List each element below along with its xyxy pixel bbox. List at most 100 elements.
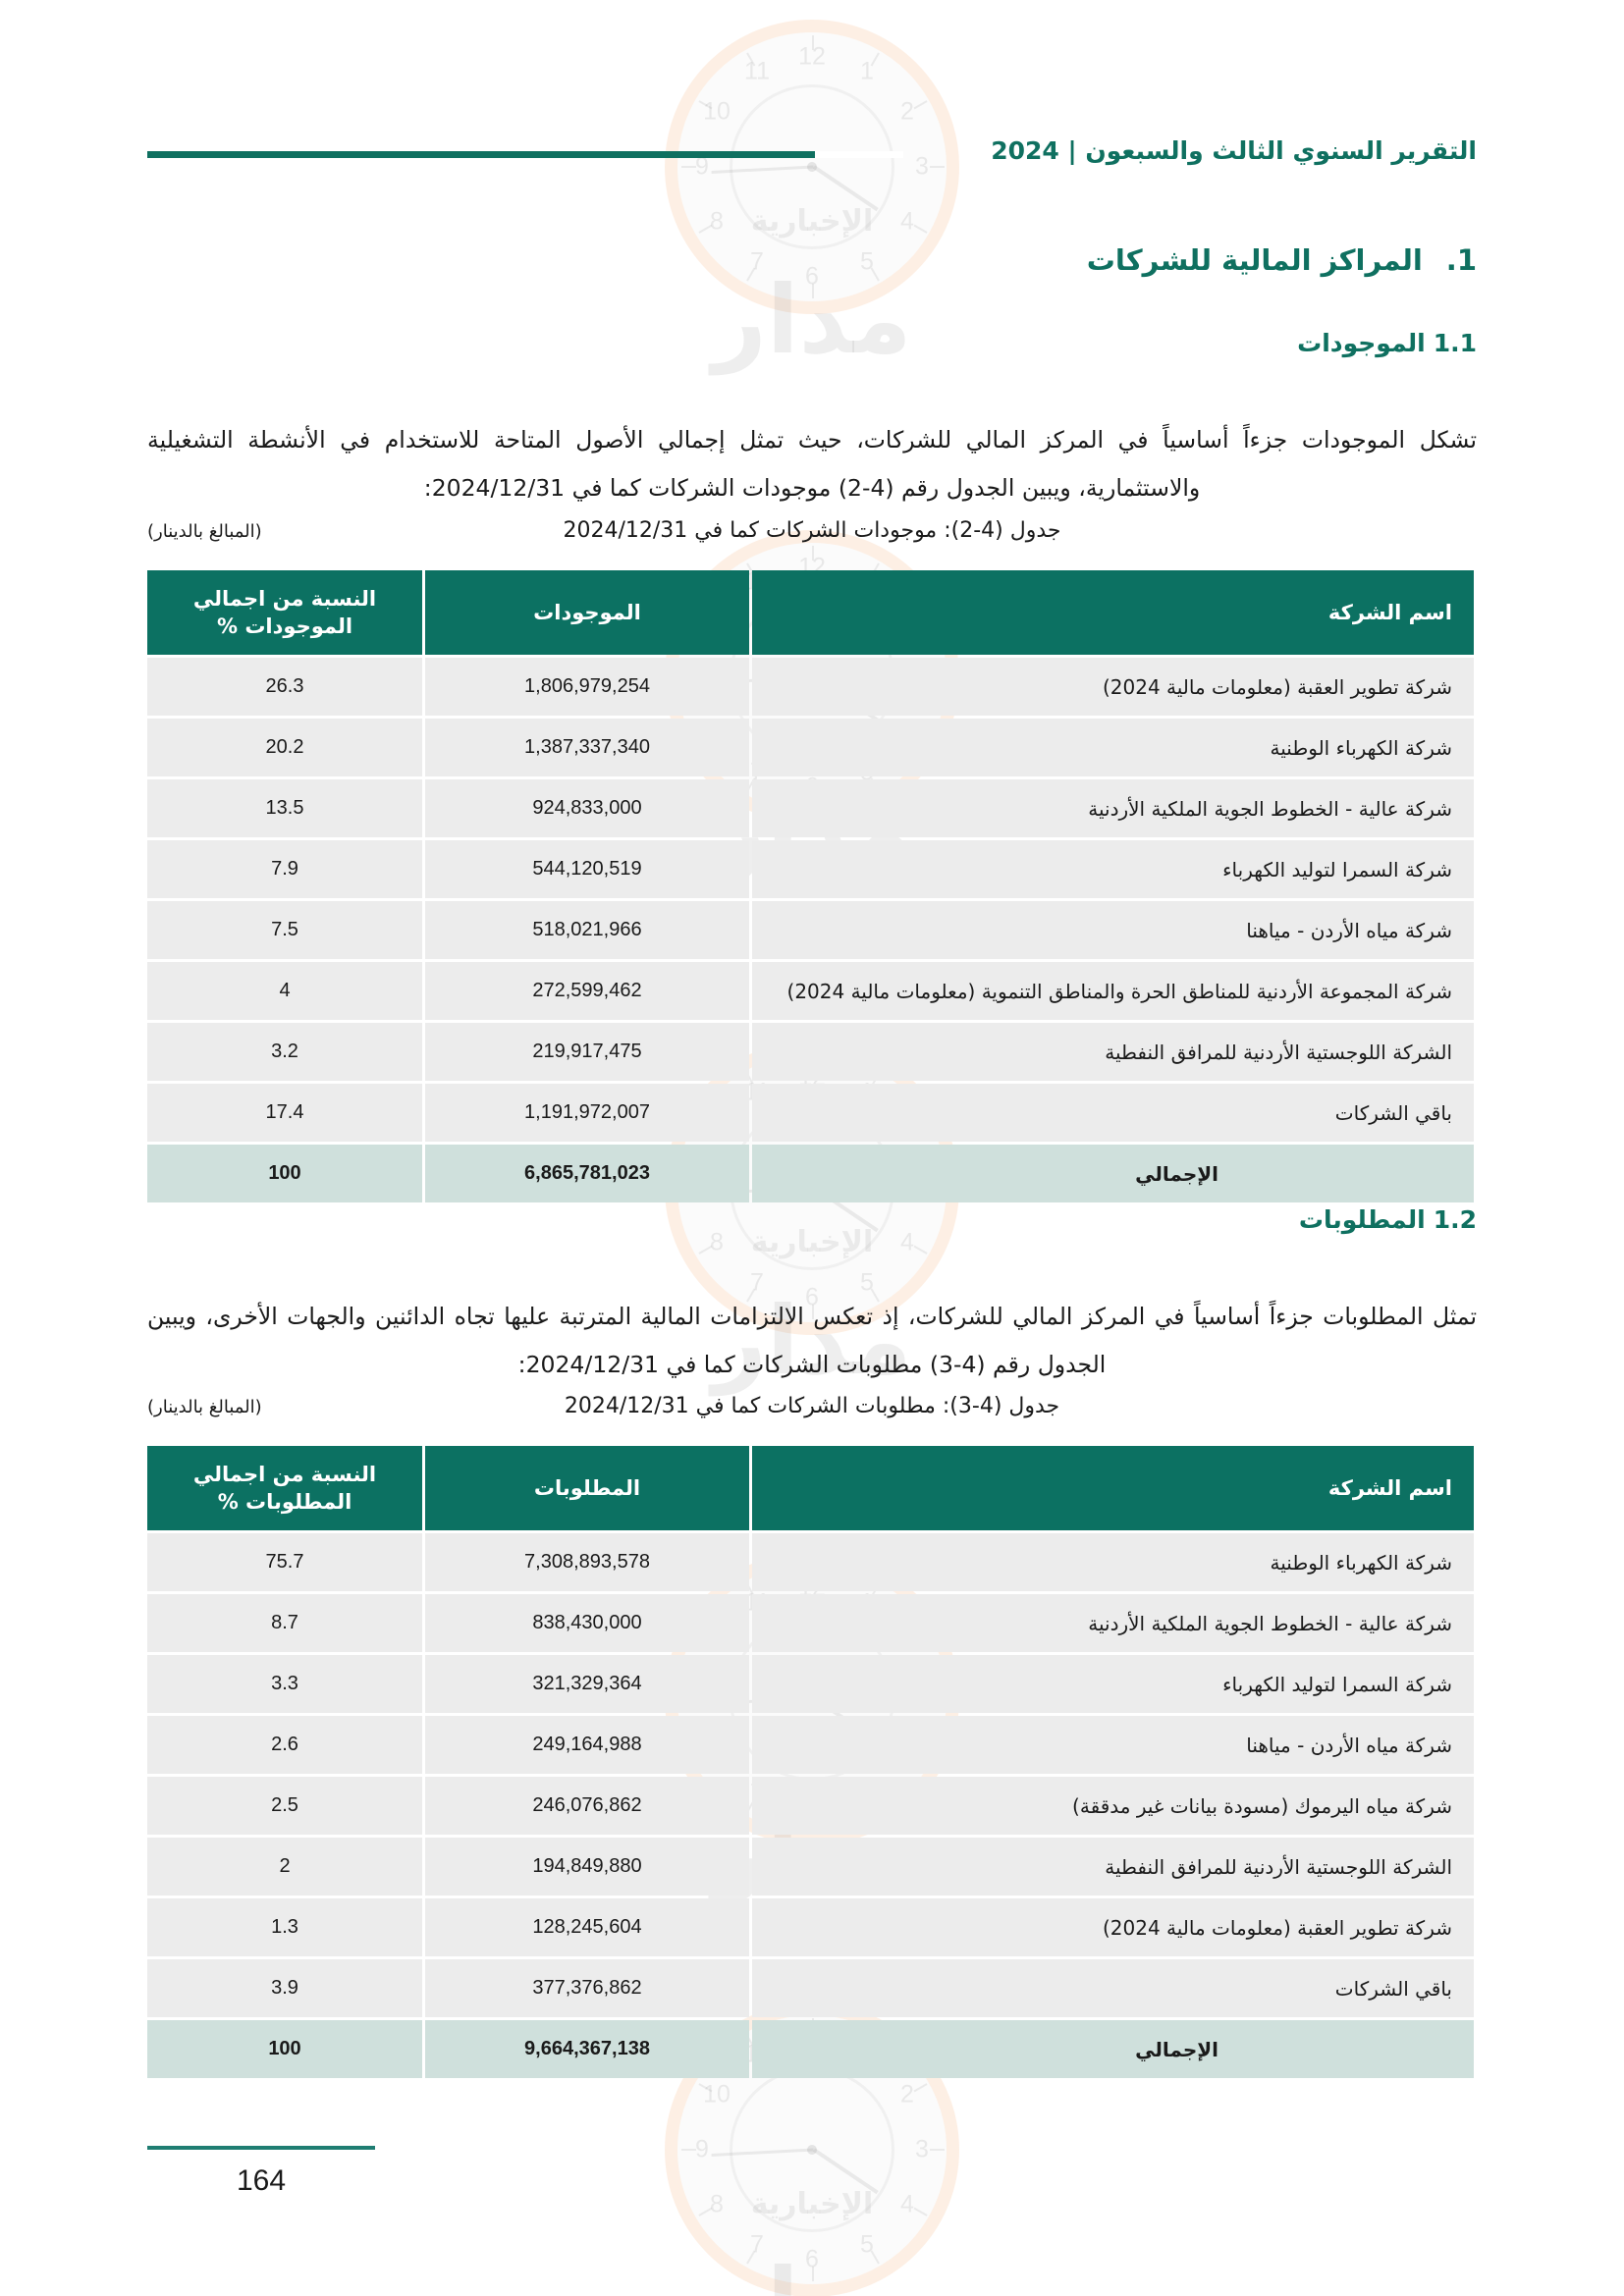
subsection-title-assets: الموجودات [1297,329,1426,357]
column-header-percent: النسبة من اجمالي المطلوبات % [147,1446,422,1530]
table-row: شركة عالية - الخطوط الجوية الملكية الأرد… [147,1594,1474,1652]
subsection-number-liabilities: 1.2 [1433,1205,1477,1234]
assets-table-body: شركة تطوير العقبة (معلومات مالية 2024) 1,… [147,658,1474,1202]
cell-company-name: الشركة اللوجستية الأردنية للمرافق النفطي… [752,1838,1474,1896]
cell-company-name: شركة تطوير العقبة (معلومات مالية 2024) [752,1898,1474,1956]
paragraph-assets: تشكل الموجودات جزءاً أساسياً في المركز ا… [147,425,1477,502]
section-title-text: المراكز المالية للشركات [1086,243,1423,277]
cell-value: 838,430,000 [425,1594,749,1652]
cell-percent: 7.5 [147,901,422,959]
assets-table: اسم الشركة الموجودات النسبة من اجمالي ال… [144,567,1477,1205]
table-row: شركة مياه اليرموك (مسودة بيانات غير مدقق… [147,1777,1474,1835]
cell-company-name: شركة السمرا لتوليد الكهرباء [752,840,1474,898]
cell-percent: 3.3 [147,1655,422,1713]
cell-value: 321,329,364 [425,1655,749,1713]
column-header-company-name: اسم الشركة [752,570,1474,655]
table-caption-row-assets: جدول (4-2): موجودات الشركات كما في 2024/… [147,518,1477,552]
cell-percent: 1.3 [147,1898,422,1956]
subsection-heading-liabilities: 1.2المطلوبات [1299,1205,1477,1234]
page-title: 1. المراكز المالية للشركات [1087,243,1477,277]
document-header: التقرير السنوي الثالث والسبعون | 2024 [147,132,1477,175]
column-header-percent: النسبة من اجمالي الموجودات % [147,570,422,655]
cell-value: 128,245,604 [425,1898,749,1956]
cell-company-name: الشركة اللوجستية الأردنية للمرافق النفطي… [752,1023,1474,1081]
cell-company-name: شركة مياه اليرموك (مسودة بيانات غير مدقق… [752,1777,1474,1835]
page-number: 164 [236,2164,287,2197]
cell-company-name: باقي الشركات [752,1084,1474,1142]
header-rule [147,151,903,158]
cell-company-name: شركة الكهرباء الوطنية [752,1533,1474,1591]
cell-company-name: شركة المجموعة الأردنية للمناطق الحرة وال… [752,962,1474,1020]
cell-percent: 75.7 [147,1533,422,1591]
cell-value: 272,599,462 [425,962,749,1020]
subsection-heading-assets: 1.1الموجودات [1297,329,1477,357]
cell-company-name: شركة عالية - الخطوط الجوية الملكية الأرد… [752,1594,1474,1652]
table-header-row: اسم الشركة الموجودات النسبة من اجمالي ال… [147,570,1474,655]
cell-percent: 8.7 [147,1594,422,1652]
cell-percent: 7.9 [147,840,422,898]
table-total-row: الإجمالي 6,865,781,023 100 [147,1145,1474,1202]
liabilities-table-body: شركة الكهرباء الوطنية 7,308,893,578 75.7 شر… [147,1533,1474,2078]
cell-company-name: شركة عالية - الخطوط الجوية الملكية الأرد… [752,779,1474,837]
cell-value: 7,308,893,578 [425,1533,749,1591]
table-row: شركة السمرا لتوليد الكهرباء 321,329,364 3.… [147,1655,1474,1713]
table-row: الشركة اللوجستية الأردنية للمرافق النفطي… [147,1838,1474,1896]
table-row: باقي الشركات 377,376,862 3.9 [147,1959,1474,2017]
cell-value: 518,021,966 [425,901,749,959]
table-caption-assets: جدول (4-2): موجودات الشركات كما في 2024/… [563,518,1061,543]
table-total-row: الإجمالي 9,664,367,138 100 [147,2020,1474,2078]
cell-value: 219,917,475 [425,1023,749,1081]
cell-value: 1,191,972,007 [425,1084,749,1142]
table-units-note-assets: (المبالغ بالدينار) [147,521,262,542]
cell-percent: 20.2 [147,719,422,776]
table-header-row: اسم الشركة المطلوبات النسبة من اجمالي ال… [147,1446,1474,1530]
cell-company-name: شركة مياه الأردن - مياهنا [752,901,1474,959]
cell-value: 544,120,519 [425,840,749,898]
table-row: الشركة اللوجستية الأردنية للمرافق النفطي… [147,1023,1474,1081]
cell-value: 194,849,880 [425,1838,749,1896]
cell-percent: 3.9 [147,1959,422,2017]
cell-total-label: الإجمالي [752,1145,1474,1202]
cell-company-name: باقي الشركات [752,1959,1474,2017]
table-row: شركة مياه الأردن - مياهنا 518,021,966 7.5 [147,901,1474,959]
table-row: باقي الشركات 1,191,972,007 17.4 [147,1084,1474,1142]
table-row: شركة السمرا لتوليد الكهرباء 544,120,519 7.… [147,840,1474,898]
cell-percent: 26.3 [147,658,422,716]
subsection-number-assets: 1.1 [1433,329,1477,357]
cell-value: 924,833,000 [425,779,749,837]
table-units-note-liabilities: (المبالغ بالدينار) [147,1397,262,1417]
column-header-value: الموجودات [425,570,749,655]
table-row: شركة عالية - الخطوط الجوية الملكية الأرد… [147,779,1474,837]
subsection-title-liabilities: المطلوبات [1298,1205,1426,1234]
cell-total-value: 6,865,781,023 [425,1145,749,1202]
cell-total-percent: 100 [147,1145,422,1202]
cell-total-label: الإجمالي [752,2020,1474,2078]
cell-value: 377,376,862 [425,1959,749,2017]
cell-percent: 2.6 [147,1716,422,1774]
cell-percent: 4 [147,962,422,1020]
cell-percent: 3.2 [147,1023,422,1081]
cell-value: 249,164,988 [425,1716,749,1774]
section-number: 1. [1445,243,1477,277]
cell-percent: 2.5 [147,1777,422,1835]
table-row: شركة الكهرباء الوطنية 7,308,893,578 75.7 [147,1533,1474,1591]
cell-percent: 13.5 [147,779,422,837]
cell-company-name: شركة السمرا لتوليد الكهرباء [752,1655,1474,1713]
cell-company-name: شركة تطوير العقبة (معلومات مالية 2024) [752,658,1474,716]
cell-percent: 17.4 [147,1084,422,1142]
column-header-value: المطلوبات [425,1446,749,1530]
table-caption-liabilities: جدول (4-3): مطلوبات الشركات كما في 2024/… [564,1394,1060,1418]
header-title: التقرير السنوي الثالث والسبعون | 2024 [991,136,1477,165]
cell-value: 1,806,979,254 [425,658,749,716]
cell-value: 1,387,337,340 [425,719,749,776]
paragraph-liabilities: تمثل المطلوبات جزءاً أساسياً في المركز ا… [147,1302,1477,1378]
cell-company-name: شركة مياه الأردن - مياهنا [752,1716,1474,1774]
table-caption-row-liabilities: جدول (4-3): مطلوبات الشركات كما في 2024/… [147,1394,1477,1427]
cell-total-value: 9,664,367,138 [425,2020,749,2078]
cell-value: 246,076,862 [425,1777,749,1835]
table-row: شركة مياه الأردن - مياهنا 249,164,988 2.6 [147,1716,1474,1774]
table-row: شركة تطوير العقبة (معلومات مالية 2024) 1,… [147,658,1474,716]
table-row: شركة المجموعة الأردنية للمناطق الحرة وال… [147,962,1474,1020]
cell-percent: 2 [147,1838,422,1896]
